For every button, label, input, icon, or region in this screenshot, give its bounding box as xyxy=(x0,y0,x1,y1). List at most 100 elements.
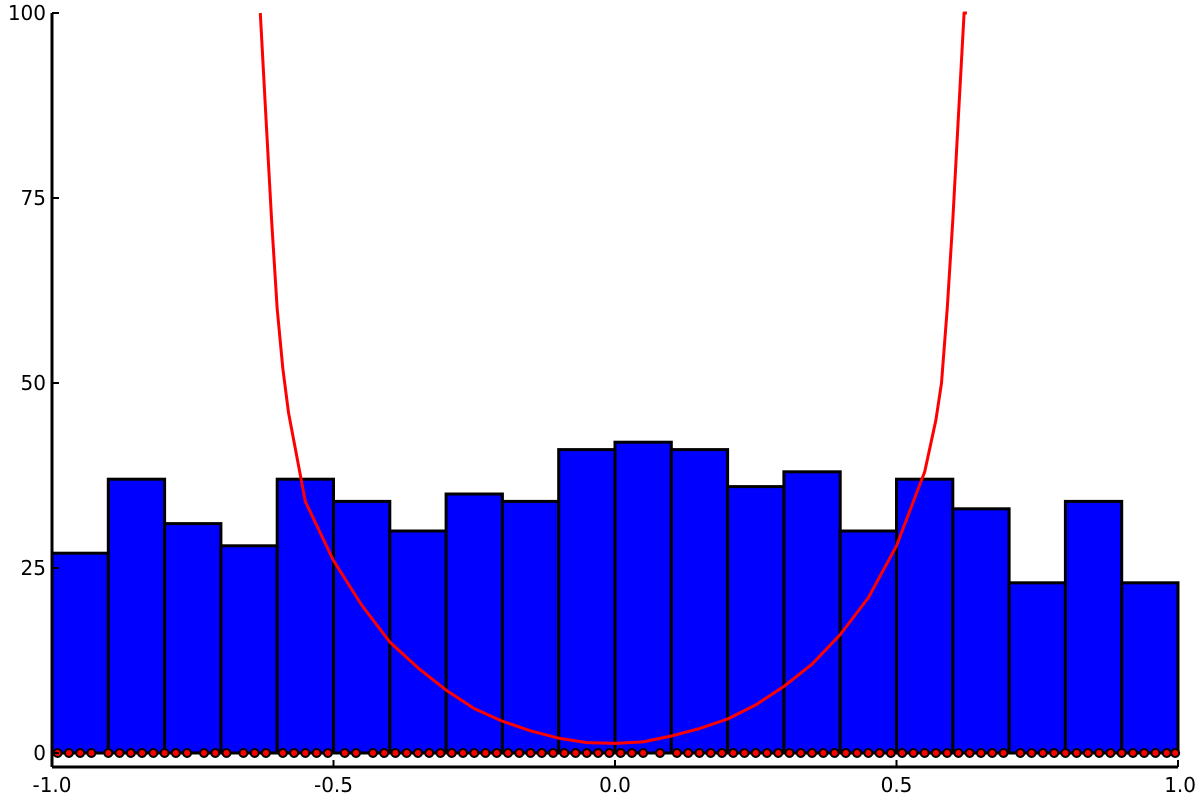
sample-point xyxy=(536,748,547,758)
histogram-bar xyxy=(444,492,504,755)
sample-point xyxy=(435,748,446,758)
sample-point xyxy=(401,748,412,758)
histogram-bar xyxy=(388,529,448,755)
sample-point xyxy=(424,748,435,758)
histogram-bar xyxy=(613,440,673,755)
sample-point xyxy=(390,748,401,758)
sample-point xyxy=(655,748,666,758)
sample-point xyxy=(1170,748,1181,758)
sample-point xyxy=(998,748,1009,758)
sample-point xyxy=(626,748,637,758)
sample-point xyxy=(238,748,249,758)
sample-point xyxy=(863,748,874,758)
histogram-bars xyxy=(50,440,1180,755)
sample-point xyxy=(525,748,536,758)
sample-point xyxy=(919,748,930,758)
sample-point xyxy=(975,748,986,758)
sample-point xyxy=(987,748,998,758)
sample-point xyxy=(908,748,919,758)
sample-point xyxy=(942,748,953,758)
sample-point xyxy=(351,748,362,758)
histogram-bar xyxy=(106,477,167,755)
sample-point xyxy=(137,748,148,758)
sample-point xyxy=(277,748,288,758)
sample-point xyxy=(964,748,975,758)
sample-point xyxy=(170,748,181,758)
histogram-bar xyxy=(500,499,561,755)
x-tick-label: -0.5 xyxy=(314,773,353,797)
sample-point xyxy=(1105,748,1116,758)
histogram-bar xyxy=(219,544,279,755)
sample-point xyxy=(897,748,908,758)
sample-point xyxy=(457,748,468,758)
sample-point xyxy=(503,748,514,758)
sample-point xyxy=(367,748,378,758)
histogram-bar xyxy=(1007,581,1067,755)
sample-point xyxy=(1060,748,1071,758)
sample-point xyxy=(807,748,818,758)
sample-point xyxy=(953,748,964,758)
sample-point xyxy=(581,748,592,758)
sample-point xyxy=(249,748,260,758)
sample-point xyxy=(300,748,311,758)
sample-point xyxy=(548,748,559,758)
histogram-bar xyxy=(1120,581,1180,755)
sample-point xyxy=(103,748,114,758)
sample-point xyxy=(260,748,271,758)
sample-point xyxy=(339,748,350,758)
sample-point xyxy=(491,748,502,758)
sample-point xyxy=(615,748,626,758)
sample-point xyxy=(885,748,896,758)
sample-point xyxy=(750,748,761,758)
histogram-bar xyxy=(557,448,617,755)
sample-point xyxy=(148,748,159,758)
sample-point xyxy=(1116,748,1127,758)
sample-point xyxy=(818,748,829,758)
sample-point xyxy=(773,748,784,758)
sample-point xyxy=(852,748,863,758)
y-tick-label: 50 xyxy=(21,371,46,395)
sample-point xyxy=(705,748,716,758)
sample-point xyxy=(159,748,170,758)
histogram-bar xyxy=(163,522,223,755)
axes xyxy=(50,12,1179,769)
sample-point xyxy=(63,748,74,758)
sample-point xyxy=(716,748,727,758)
sample-point xyxy=(1015,748,1026,758)
x-tick-label: 0.0 xyxy=(599,773,631,797)
sample-point xyxy=(289,748,300,758)
sample-point xyxy=(694,748,705,758)
sample-point xyxy=(199,748,210,758)
sample-point xyxy=(75,748,86,758)
sample-point xyxy=(671,748,682,758)
sample-point xyxy=(412,748,423,758)
sample-point xyxy=(1071,748,1082,758)
sample-point xyxy=(1161,748,1172,758)
sample-point xyxy=(874,748,885,758)
x-tick-label: -1.0 xyxy=(32,773,71,797)
histogram-bar xyxy=(1063,499,1124,755)
sample-point xyxy=(1127,748,1138,758)
density-curve-layer xyxy=(258,11,967,745)
sample-point xyxy=(829,748,840,758)
sample-point xyxy=(1150,748,1161,758)
sample-point xyxy=(1037,748,1048,758)
sample-point xyxy=(469,748,480,758)
sample-point xyxy=(114,748,125,758)
sample-point xyxy=(86,748,97,758)
sample-point xyxy=(683,748,694,758)
sample-point xyxy=(593,748,604,758)
sample-point xyxy=(379,748,390,758)
sample-points xyxy=(52,748,1181,758)
y-tick-label: 0 xyxy=(33,741,46,765)
histogram-bar xyxy=(951,507,1011,755)
y-tick-label: 75 xyxy=(21,186,46,210)
sample-point xyxy=(784,748,795,758)
sample-point xyxy=(221,748,232,758)
sample-point xyxy=(182,748,193,758)
sample-point xyxy=(559,748,570,758)
sample-point xyxy=(930,748,941,758)
sample-point xyxy=(1139,748,1150,758)
sample-point xyxy=(840,748,851,758)
